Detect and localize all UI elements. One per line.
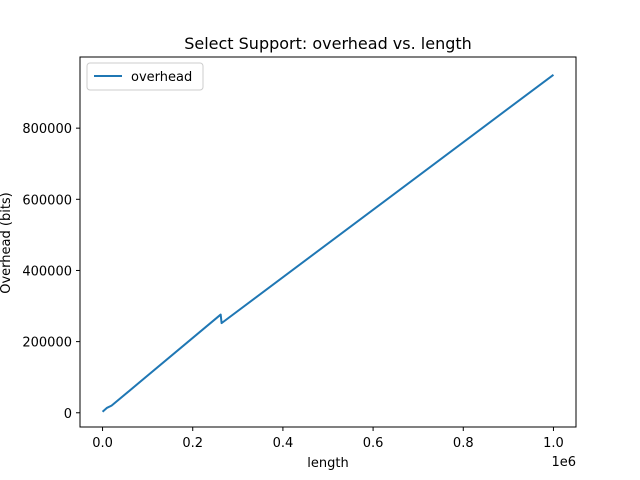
y-tick-label: 400000 xyxy=(22,264,72,279)
axes-frame xyxy=(79,56,577,428)
x-axis-ticks: 0.0 0.2 0.4 0.6 0.8 1.0 xyxy=(92,427,564,451)
x-tick-label: 0.2 xyxy=(182,436,203,451)
x-tick-label: 0.4 xyxy=(273,436,294,451)
legend: overhead xyxy=(86,62,204,91)
x-tick-label: 0.8 xyxy=(453,436,474,451)
x-tick-label: 0.0 xyxy=(92,436,113,451)
series-line-overhead xyxy=(101,73,555,413)
x-tick-label: 0.6 xyxy=(363,436,384,451)
x-axis-label: length xyxy=(307,456,348,471)
legend-box xyxy=(86,62,204,91)
y-axis-label: Overhead (bits) xyxy=(0,192,14,294)
y-axis-ticks: 0 200000 400000 600000 800000 xyxy=(22,122,80,422)
y-tick-label: 600000 xyxy=(22,193,72,208)
y-tick-label: 0 xyxy=(64,407,72,422)
plot-area xyxy=(79,56,577,428)
y-tick-label: 800000 xyxy=(22,122,72,137)
legend-label-overhead: overhead xyxy=(131,70,192,85)
x-axis-offset-label: 1e6 xyxy=(551,455,576,470)
chart-title: Select Support: overhead vs. length xyxy=(184,34,472,53)
y-tick-label: 200000 xyxy=(22,336,72,351)
x-tick-label: 1.0 xyxy=(543,436,564,451)
